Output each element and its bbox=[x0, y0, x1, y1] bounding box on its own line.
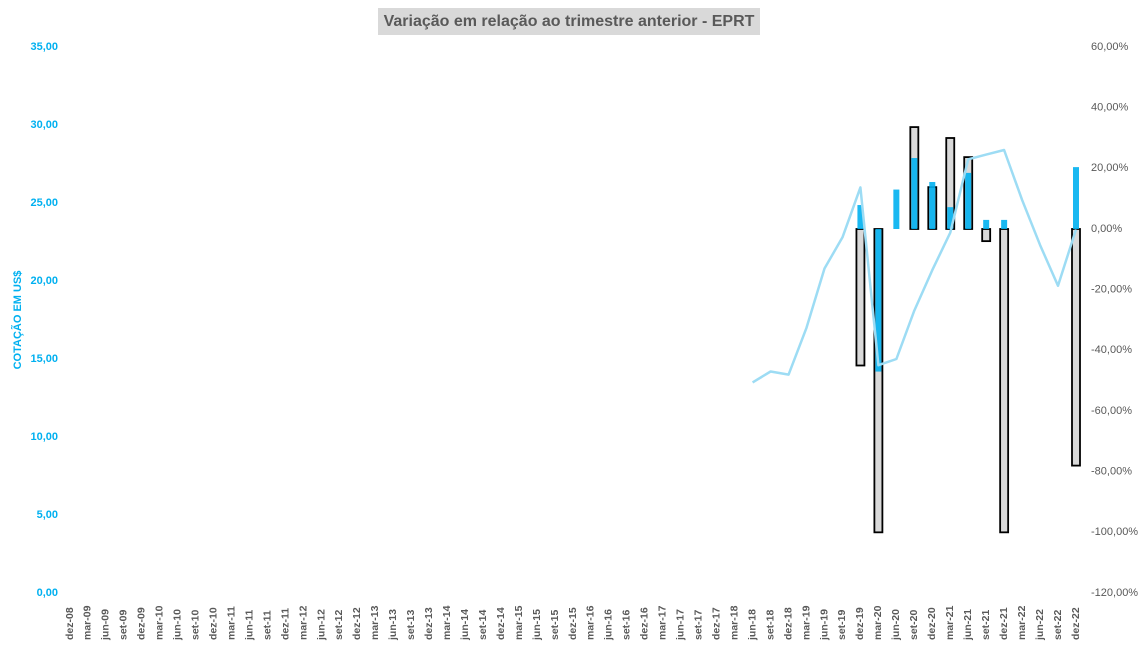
x-tick-label: jun-19 bbox=[818, 609, 830, 641]
y-tick-label: 10,00 bbox=[30, 431, 58, 443]
y-tick-label: 5,00 bbox=[37, 509, 58, 521]
title-box bbox=[378, 8, 760, 35]
x-tick-label: jun-14 bbox=[459, 609, 471, 641]
price-line bbox=[751, 148, 1078, 384]
x-tick-label: set-09 bbox=[118, 609, 130, 640]
x-tick-label: dez-19 bbox=[854, 607, 866, 640]
x-tick-label: mar-18 bbox=[728, 605, 740, 640]
bar bbox=[857, 205, 864, 229]
x-tick-label: jun-21 bbox=[962, 609, 974, 641]
x-tick-label: jun-13 bbox=[387, 609, 399, 641]
x-tick-label: set-22 bbox=[1052, 609, 1064, 640]
x-tick-label: mar-21 bbox=[944, 605, 956, 640]
y2-tick-label: -60,00% bbox=[1091, 405, 1132, 417]
x-tick-label: mar-09 bbox=[82, 605, 94, 640]
x-tick-label: set-16 bbox=[621, 609, 633, 640]
x-tick-label: jun-20 bbox=[890, 609, 902, 641]
bar bbox=[911, 158, 918, 229]
x-tick-label: dez-18 bbox=[782, 607, 794, 640]
bar bbox=[947, 207, 954, 229]
x-tick-label: set-18 bbox=[764, 609, 776, 640]
x-tick-label: jun-11 bbox=[243, 609, 255, 641]
y-tick-label: 25,00 bbox=[30, 197, 58, 209]
x-tick-label: set-21 bbox=[980, 609, 992, 640]
x-tick-label: dez-14 bbox=[495, 607, 507, 640]
y-tick-label: 15,00 bbox=[30, 353, 58, 365]
x-tick-label: jun-15 bbox=[531, 609, 543, 641]
x-tick-label: set-12 bbox=[333, 609, 345, 640]
outline-bar bbox=[999, 228, 1010, 534]
x-tick-label: mar-19 bbox=[800, 605, 812, 640]
x-tick-label: dez-17 bbox=[710, 607, 722, 640]
y-tick-label: 30,00 bbox=[30, 119, 58, 131]
y2-tick-label: 0,00% bbox=[1091, 223, 1122, 235]
bar bbox=[965, 172, 972, 229]
bar bbox=[1073, 167, 1079, 229]
x-tick-label: dez-16 bbox=[639, 607, 651, 640]
bar bbox=[983, 219, 990, 229]
x-tick-label: jun-12 bbox=[315, 609, 327, 641]
x-tick-label: dez-11 bbox=[279, 608, 291, 640]
x-tick-label: mar-10 bbox=[154, 605, 166, 640]
x-tick-label: set-14 bbox=[477, 609, 489, 640]
outline-bar bbox=[855, 228, 866, 367]
x-tick-label: mar-20 bbox=[872, 605, 884, 640]
y2-tick-label: -120,00% bbox=[1091, 587, 1138, 599]
bar bbox=[1001, 219, 1008, 229]
x-tick-label: set-17 bbox=[693, 609, 705, 640]
x-tick-label: dez-08 bbox=[64, 607, 76, 640]
x-tick-label: set-10 bbox=[190, 609, 202, 640]
y2-tick-label: -100,00% bbox=[1091, 526, 1138, 538]
x-tick-label: mar-22 bbox=[1016, 605, 1028, 640]
bar bbox=[893, 189, 900, 229]
y2-tick-label: 60,00% bbox=[1091, 41, 1129, 53]
x-tick-label: dez-12 bbox=[351, 607, 363, 640]
x-tick-label: mar-13 bbox=[369, 605, 381, 640]
y2-tick-label: -80,00% bbox=[1091, 466, 1132, 478]
x-tick-label: mar-11 bbox=[225, 606, 237, 640]
y2-tick-label: -20,00% bbox=[1091, 284, 1132, 296]
y-tick-label: 0,00 bbox=[37, 587, 58, 599]
bar bbox=[929, 181, 936, 229]
outline-bar bbox=[981, 228, 992, 243]
x-tick-label: set-19 bbox=[836, 609, 848, 640]
x-tick-label: dez-21 bbox=[998, 607, 1010, 640]
x-tick-label: mar-15 bbox=[513, 605, 525, 640]
x-tick-label: set-15 bbox=[549, 609, 561, 640]
x-tick-label: dez-13 bbox=[423, 607, 435, 640]
x-tick-label: jun-17 bbox=[675, 609, 687, 641]
y-axis-label: COTAÇÃO EM US$ bbox=[11, 271, 24, 370]
x-tick-label: jun-10 bbox=[172, 609, 184, 641]
y2-tick-label: 40,00% bbox=[1091, 102, 1129, 114]
x-tick-label: mar-14 bbox=[441, 605, 453, 640]
x-tick-label: dez-22 bbox=[1070, 607, 1082, 640]
y2-tick-label: 20,00% bbox=[1091, 162, 1129, 174]
x-tick-label: dez-09 bbox=[136, 607, 148, 640]
y2-tick-label: -40,00% bbox=[1091, 344, 1132, 356]
x-tick-label: jun-16 bbox=[603, 609, 615, 641]
x-tick-label: dez-10 bbox=[207, 607, 219, 640]
x-tick-label: mar-17 bbox=[657, 605, 669, 640]
x-tick-label: jun-22 bbox=[1034, 609, 1046, 641]
bar bbox=[875, 229, 882, 372]
y-tick-label: 35,00 bbox=[30, 41, 58, 53]
y-tick-label: 20,00 bbox=[30, 275, 58, 287]
x-tick-label: dez-15 bbox=[567, 607, 579, 640]
x-tick-label: jun-18 bbox=[746, 609, 758, 641]
x-tick-label: dez-20 bbox=[926, 607, 938, 640]
x-tick-label: mar-12 bbox=[297, 605, 309, 640]
x-tick-label: set-13 bbox=[405, 609, 417, 640]
outline-bar bbox=[1071, 228, 1081, 467]
x-tick-label: set-11 bbox=[261, 610, 273, 640]
chart-title: Variação em relação ao trimestre anterio… bbox=[384, 13, 755, 30]
x-tick-label: jun-09 bbox=[100, 609, 112, 641]
x-tick-label: set-20 bbox=[908, 609, 920, 640]
x-tick-label: mar-16 bbox=[585, 605, 597, 640]
